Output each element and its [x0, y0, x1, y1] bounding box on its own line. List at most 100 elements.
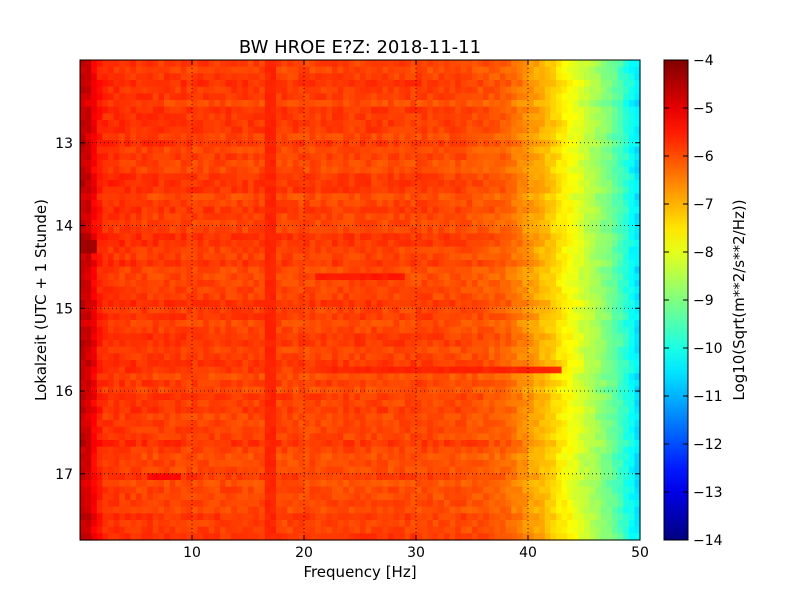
- heatmap-cell: [119, 106, 126, 114]
- heatmap-cell: [242, 180, 249, 188]
- heatmap-cell: [393, 213, 400, 221]
- heatmap-cell: [388, 280, 395, 288]
- heatmap-cell: [572, 246, 579, 254]
- heatmap-cell: [432, 246, 439, 254]
- heatmap-cell: [522, 286, 529, 294]
- heatmap-cell: [225, 340, 232, 348]
- heatmap-cell: [393, 193, 400, 201]
- heatmap-cell: [231, 326, 238, 334]
- heatmap-cell: [382, 313, 389, 321]
- heatmap-cell: [539, 373, 546, 381]
- heatmap-cell: [348, 73, 355, 81]
- heatmap-cell: [152, 360, 159, 368]
- heatmap-cell: [539, 273, 546, 281]
- heatmap-cell: [119, 153, 126, 161]
- heatmap-cell: [483, 80, 490, 88]
- heatmap-cell: [192, 100, 199, 108]
- heatmap-cell: [444, 166, 451, 174]
- heatmap-cell: [287, 93, 294, 101]
- heatmap-cell: [147, 280, 154, 288]
- heatmap-cell: [365, 386, 372, 394]
- heatmap-cell: [528, 206, 535, 214]
- heatmap-cell: [91, 120, 98, 128]
- heatmap-cell: [500, 340, 507, 348]
- heatmap-cell: [292, 193, 299, 201]
- heatmap-cell: [376, 386, 383, 394]
- heatmap-cell: [438, 240, 445, 248]
- heatmap-cell: [337, 240, 344, 248]
- heatmap-cell: [85, 120, 92, 128]
- heatmap-cell: [320, 346, 327, 354]
- heatmap-cell: [276, 186, 283, 194]
- heatmap-cell: [404, 266, 411, 274]
- heatmap-cell: [315, 146, 322, 154]
- heatmap-cell: [472, 86, 479, 94]
- heatmap-cell: [427, 240, 434, 248]
- heatmap-cell: [617, 140, 624, 148]
- heatmap-cell: [91, 66, 98, 74]
- heatmap-cell: [264, 173, 271, 181]
- heatmap-cell: [236, 93, 243, 101]
- heatmap-cell: [147, 373, 154, 381]
- heatmap-cell: [276, 233, 283, 241]
- heatmap-cell: [270, 93, 277, 101]
- heatmap-cell: [533, 366, 540, 374]
- heatmap-cell: [320, 233, 327, 241]
- heatmap-cell: [612, 226, 619, 234]
- heatmap-cell: [197, 220, 204, 228]
- heatmap-cell: [416, 306, 423, 314]
- heatmap-cell: [494, 366, 501, 374]
- heatmap-cell: [259, 346, 266, 354]
- heatmap-cell: [102, 186, 109, 194]
- heatmap-cell: [500, 93, 507, 101]
- heatmap-cell: [158, 340, 165, 348]
- heatmap-cell: [136, 93, 143, 101]
- heatmap-cell: [544, 160, 551, 168]
- heatmap-cell: [628, 373, 635, 381]
- heatmap-cell: [567, 120, 574, 128]
- heatmap-cell: [113, 306, 120, 314]
- heatmap-cell: [612, 80, 619, 88]
- heatmap-cell: [612, 66, 619, 74]
- heatmap-cell: [606, 100, 613, 108]
- heatmap-cell: [533, 100, 540, 108]
- heatmap-cell: [147, 320, 154, 328]
- heatmap-cell: [432, 220, 439, 228]
- heatmap-cell: [315, 113, 322, 121]
- heatmap-cell: [164, 320, 171, 328]
- heatmap-cell: [119, 373, 126, 381]
- heatmap-cell: [460, 60, 467, 68]
- heatmap-cell: [500, 253, 507, 261]
- heatmap-cell: [326, 293, 333, 301]
- heatmap-cell: [292, 120, 299, 128]
- heatmap-cell: [449, 366, 456, 374]
- heatmap-cell: [516, 73, 523, 81]
- heatmap-cell: [147, 126, 154, 134]
- heatmap-cell: [533, 93, 540, 101]
- heatmap-cell: [192, 340, 199, 348]
- heatmap-cell: [404, 100, 411, 108]
- heatmap-cell: [164, 173, 171, 181]
- heatmap-cell: [612, 386, 619, 394]
- heatmap-cell: [449, 200, 456, 208]
- heatmap-cell: [197, 66, 204, 74]
- heatmap-cell: [623, 353, 630, 361]
- heatmap-cell: [444, 306, 451, 314]
- heatmap-cell: [141, 140, 148, 148]
- heatmap-cell: [186, 340, 193, 348]
- heatmap-cell: [623, 280, 630, 288]
- heatmap-cell: [242, 353, 249, 361]
- heatmap-cell: [259, 373, 266, 381]
- heatmap-cell: [449, 260, 456, 268]
- heatmap-cell: [147, 293, 154, 301]
- heatmap-cell: [365, 326, 372, 334]
- heatmap-cell: [298, 140, 305, 148]
- heatmap-cell: [253, 386, 260, 394]
- heatmap-cell: [292, 380, 299, 388]
- heatmap-cell: [410, 180, 417, 188]
- heatmap-cell: [343, 146, 350, 154]
- heatmap-cell: [483, 186, 490, 194]
- heatmap-cell: [365, 160, 372, 168]
- heatmap-cell: [186, 233, 193, 241]
- heatmap-cell: [466, 80, 473, 88]
